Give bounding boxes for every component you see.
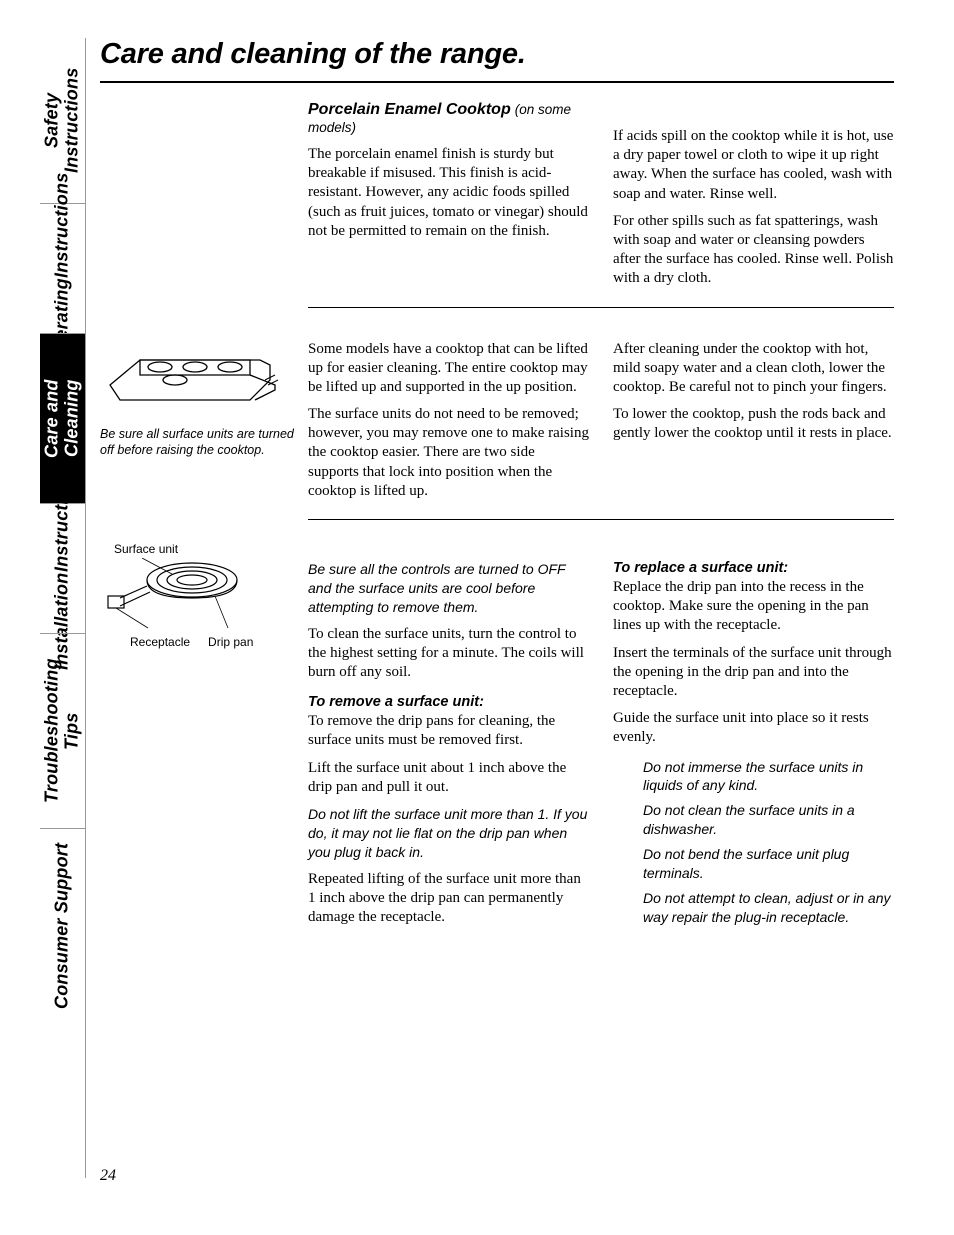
warn-4: Do not attempt to clean, adjust or in an…	[643, 889, 894, 927]
title-rule	[100, 81, 894, 83]
tab-troubleshooting[interactable]: Troubleshooting Tips	[40, 633, 85, 828]
label-receptacle: Receptacle	[130, 635, 190, 649]
tab-installation-line2: Instructions	[53, 467, 73, 572]
tab-operating-line2: Instructions	[53, 172, 73, 277]
sec2-colA-p2: The surface units do not need to be remo…	[308, 405, 589, 501]
divider-2	[308, 519, 894, 520]
sec2-colB-p2: To lower the cooktop, push the rods back…	[613, 405, 894, 443]
sec1-colA-p1: The porcelain enamel finish is sturdy bu…	[308, 145, 589, 241]
figure-surface-unit: Surface unit	[100, 542, 280, 649]
section-porcelain: Porcelain Enamel Cooktop (on some models…	[100, 101, 894, 289]
label-surface-unit: Surface unit	[114, 542, 280, 556]
sec3-colB-p3: Guide the surface unit into place so it …	[613, 709, 894, 747]
tab-operating[interactable]: Operating Instructions	[40, 203, 85, 333]
subheading-row: Porcelain Enamel Cooktop (on some models…	[308, 101, 589, 137]
sec3-colA-p4: Repeated lifting of the surface unit mor…	[308, 870, 589, 928]
tab-installation[interactable]: Installation Instructions	[40, 503, 85, 633]
cooktop-lift-icon	[100, 330, 280, 420]
porcelain-heading: Porcelain Enamel Cooktop	[308, 101, 511, 118]
warn-1: Do not immerse the surface units in liqu…	[643, 758, 894, 796]
remove-heading: To remove a surface unit:	[308, 694, 589, 710]
sec3-colB-p1: Replace the drip pan into the recess in …	[613, 578, 894, 636]
divider-1	[308, 307, 894, 308]
sec3-colB-p2: Insert the terminals of the surface unit…	[613, 644, 894, 702]
replace-heading: To replace a surface unit:	[613, 560, 894, 576]
fig1-caption: Be sure all surface units are turned off…	[100, 426, 298, 459]
sec3-colA-ital1: Be sure all the controls are turned to O…	[308, 560, 589, 617]
sec2-colA-p1: Some models have a cooktop that can be l…	[308, 340, 589, 398]
side-tabs: Safety Instructions Operating Instructio…	[40, 38, 86, 1178]
section-liftup: Be sure all surface units are turned off…	[100, 326, 894, 502]
sec3-colA-p2: To remove the drip pans for cleaning, th…	[308, 712, 589, 750]
figure-cooktop-lift	[100, 330, 280, 420]
sec1-colB-p2: For other spills such as fat spatterings…	[613, 212, 894, 289]
label-drip-pan: Drip pan	[208, 635, 253, 649]
sec3-colA-ital2: Do not lift the surface unit more than 1…	[308, 805, 589, 862]
warn-3: Do not bend the surface unit plug termin…	[643, 845, 894, 883]
tab-consumer-support[interactable]: Consumer Support	[40, 828, 85, 1023]
sec3-colA-p3: Lift the surface unit about 1 inch above…	[308, 759, 589, 797]
warnings-list: Do not immerse the surface units in liqu…	[643, 758, 894, 927]
sec3-colA-p1: To clean the surface units, turn the con…	[308, 625, 589, 683]
page-title: Care and cleaning of the range.	[100, 38, 894, 71]
main-content: Care and cleaning of the range. Porcelai…	[100, 38, 894, 927]
sec2-colB-p1: After cleaning under the cooktop with ho…	[613, 340, 894, 398]
page-number: 24	[100, 1167, 116, 1185]
sec1-colB-p1: If acids spill on the cooktop while it i…	[613, 127, 894, 204]
warn-2: Do not clean the surface units in a dish…	[643, 801, 894, 839]
section-surface-units: Surface unit	[100, 538, 894, 927]
surface-unit-icon	[100, 558, 280, 633]
